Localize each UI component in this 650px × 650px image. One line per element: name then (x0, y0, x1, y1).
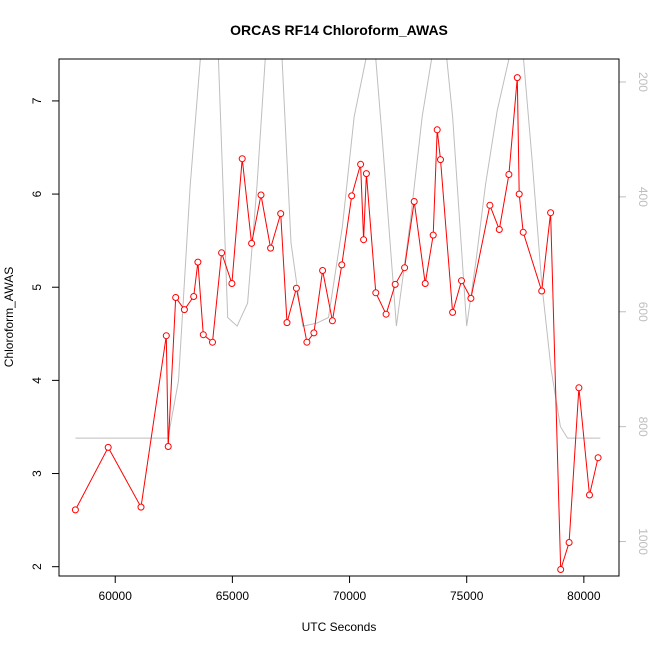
data-point (292, 284, 300, 292)
data-point (164, 443, 172, 450)
data-point (310, 329, 318, 337)
y2-tick-label: 400 (636, 187, 650, 207)
primary-series-line (74, 77, 599, 570)
y-tick-label: 6 (30, 190, 44, 197)
y2-tick-label: 800 (636, 417, 650, 437)
y2-tick-label: 600 (636, 302, 650, 322)
data-point (180, 306, 188, 314)
y-tick-label: 4 (30, 377, 44, 384)
data-point (505, 171, 513, 178)
data-point (238, 155, 246, 163)
y-tick-label: 7 (30, 97, 44, 104)
data-point (362, 170, 370, 178)
data-point (248, 239, 256, 247)
y-axis-label: Chloroform_AWAS (2, 267, 16, 367)
data-point (372, 289, 380, 297)
y-tick-label: 2 (30, 563, 44, 570)
data-point (594, 454, 602, 462)
data-point (172, 294, 180, 301)
data-point (194, 258, 202, 266)
data-point (267, 244, 275, 252)
data-point (437, 156, 444, 164)
data-point (190, 293, 198, 300)
data-point (429, 231, 437, 239)
data-point (410, 198, 418, 205)
x-tick-label: 80000 (567, 589, 601, 603)
y-tick-label: 5 (30, 284, 44, 291)
plot-frame (58, 58, 620, 577)
data-point (391, 280, 399, 288)
x-axis-label: UTC Seconds (302, 620, 377, 634)
x-tick-label: 60000 (99, 589, 133, 603)
y-tick-label: 3 (30, 470, 44, 477)
data-point (565, 539, 573, 546)
data-point (360, 236, 368, 244)
data-point (71, 506, 79, 514)
data-point (557, 566, 565, 573)
data-point (486, 201, 494, 209)
y2-tick-label: 1000 (636, 528, 650, 555)
data-point (348, 192, 356, 200)
data-point (338, 261, 346, 269)
x-tick-label: 75000 (450, 589, 484, 603)
data-point (433, 126, 441, 134)
data-point (303, 338, 311, 346)
data-point (257, 191, 265, 199)
data-point (137, 503, 145, 511)
data-point (513, 74, 521, 82)
axes-group: 60000 65000 70000 75000 80000 2 3 4 5 6 7 200 400 600… (30, 72, 650, 603)
primary-series-group (71, 74, 602, 573)
data-point (449, 308, 457, 316)
data-point (218, 249, 226, 257)
data-point (283, 319, 291, 327)
data-point (515, 190, 523, 198)
data-point (162, 332, 170, 340)
data-point (575, 384, 583, 392)
data-point (104, 443, 112, 451)
secondary-series-line (75, 59, 601, 439)
data-point (586, 491, 593, 499)
data-point (319, 267, 327, 274)
data-point (277, 210, 285, 218)
data-point (538, 287, 546, 295)
data-point (228, 280, 236, 287)
data-point (357, 160, 365, 168)
y2-tick-label: 200 (636, 72, 650, 92)
data-point (458, 277, 465, 285)
data-point (199, 331, 207, 339)
data-point (421, 280, 429, 287)
data-point (519, 228, 527, 236)
data-point (467, 294, 475, 302)
data-point (382, 310, 390, 318)
x-tick-label: 70000 (333, 589, 367, 603)
data-point (401, 264, 409, 272)
data-point (547, 209, 555, 217)
secondary-series-group (75, 59, 601, 439)
data-point (495, 226, 503, 233)
chart-title: ORCAS RF14 Chloroform_AWAS (230, 22, 448, 38)
x-tick-label: 65000 (216, 589, 250, 603)
data-point (328, 317, 336, 325)
data-point (209, 338, 216, 346)
